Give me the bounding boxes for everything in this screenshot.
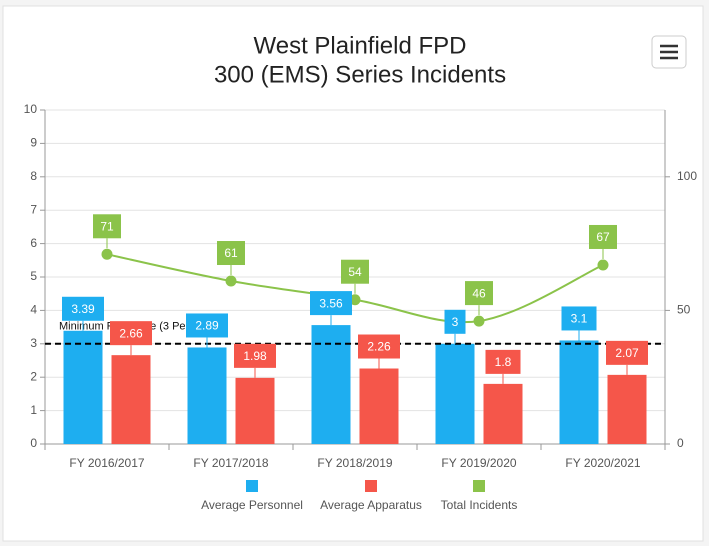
label-box (62, 296, 104, 321)
bar (187, 347, 227, 444)
label-box (110, 321, 152, 346)
y-tick-label: 8 (30, 169, 37, 183)
legend-label: Average Apparatus (320, 498, 422, 512)
label-box (217, 241, 245, 266)
chart-title: West Plainfield FPD (254, 32, 467, 59)
y2-tick-label: 50 (677, 303, 691, 317)
label-box (341, 259, 369, 284)
data-label: 71 (100, 219, 114, 233)
y-tick-label: 6 (30, 236, 37, 250)
y-tick-label: 2 (30, 369, 37, 383)
bar (607, 374, 647, 444)
label-box (561, 306, 597, 331)
data-label: 61 (224, 246, 238, 260)
data-label: 3.1 (571, 312, 588, 326)
x-tick-label: FY 2018/2019 (317, 456, 393, 470)
x-tick-label: FY 2016/2017 (69, 456, 145, 470)
label-box (606, 340, 648, 365)
label-box (485, 349, 521, 374)
y-tick-label: 0 (30, 436, 37, 450)
x-tick-label: FY 2019/2020 (441, 456, 517, 470)
bar (111, 355, 151, 444)
label-box (93, 214, 121, 239)
data-label: 54 (348, 265, 362, 279)
data-label: 67 (596, 230, 610, 244)
legend-label: Total Incidents (441, 498, 518, 512)
legend-swatch (246, 480, 258, 492)
label-box (589, 224, 617, 249)
data-label: 2.66 (119, 326, 143, 340)
y-tick-label: 4 (30, 303, 37, 317)
point (597, 259, 609, 271)
chart-subtitle: 300 (EMS) Series Incidents (214, 61, 506, 88)
y2-tick-label: 100 (677, 169, 697, 183)
label-box (186, 313, 228, 338)
y-tick-label: 10 (24, 102, 38, 116)
data-label: 2.89 (195, 319, 219, 333)
y-tick-label: 1 (30, 403, 37, 417)
point (349, 294, 361, 306)
data-label: 3 (452, 315, 459, 329)
x-tick-label: FY 2020/2021 (565, 456, 641, 470)
label-box (465, 281, 493, 306)
menu-button[interactable] (651, 35, 687, 69)
menu-icon[interactable] (660, 44, 678, 60)
data-label: 1.98 (243, 349, 267, 363)
bar (311, 325, 351, 444)
label-box (234, 343, 276, 368)
legend-swatch (365, 480, 377, 492)
bar (359, 368, 399, 444)
data-label: 2.26 (367, 340, 391, 354)
point (225, 275, 237, 287)
legend-swatch (473, 480, 485, 492)
y-tick-label: 7 (30, 202, 37, 216)
y-tick-label: 3 (30, 336, 37, 350)
x-tick-label: FY 2017/2018 (193, 456, 269, 470)
y-tick-label: 5 (30, 269, 37, 283)
legend-label: Average Personnel (201, 498, 303, 512)
bar (483, 383, 523, 444)
y-tick-label: 9 (30, 136, 37, 150)
bar (559, 340, 599, 444)
point (473, 315, 485, 327)
label-box (358, 334, 400, 359)
bar (235, 377, 275, 444)
data-label: 3.56 (319, 296, 343, 310)
bar (63, 330, 103, 444)
data-label: 3.39 (71, 302, 95, 316)
label-box (444, 309, 466, 334)
data-label: 1.8 (495, 355, 512, 369)
bar (435, 343, 475, 444)
data-label: 46 (472, 286, 486, 300)
data-label: 2.07 (615, 346, 639, 360)
label-box (310, 291, 352, 316)
point (101, 248, 113, 260)
y2-tick-label: 0 (677, 436, 684, 450)
